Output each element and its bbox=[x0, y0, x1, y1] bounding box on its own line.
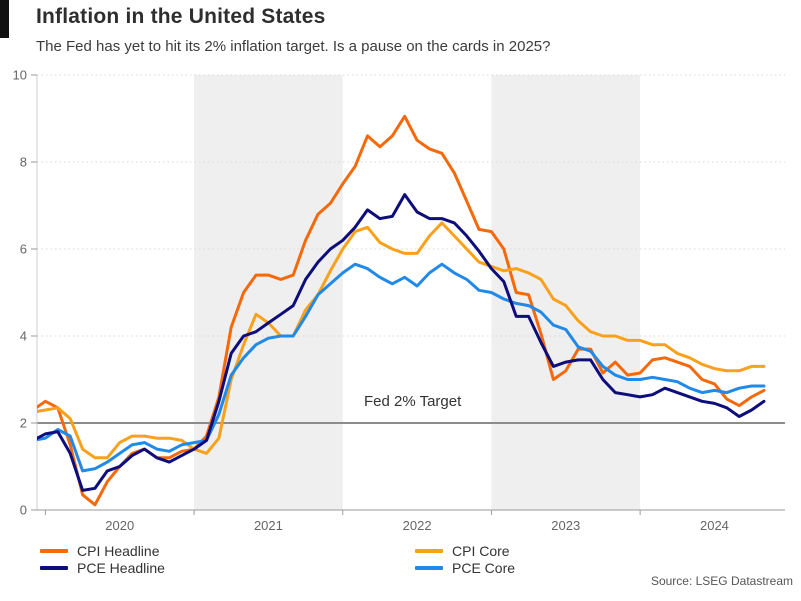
y-tick-label: 10 bbox=[13, 68, 27, 83]
fed-target-annotation: Fed 2% Target bbox=[364, 393, 462, 410]
pce-core-swatch bbox=[415, 565, 443, 570]
series-group bbox=[37, 114, 766, 507]
x-tick-label: 2023 bbox=[551, 518, 580, 533]
legend-item-cpi-core: CPI Core bbox=[415, 542, 510, 559]
pce-headline-line bbox=[37, 193, 766, 492]
x-tick-label: 2022 bbox=[403, 518, 432, 533]
cpi-core-line bbox=[37, 221, 766, 460]
cpi-headline-line bbox=[37, 114, 766, 507]
x-tick-label: 2024 bbox=[700, 518, 729, 533]
x-tick-label: 2021 bbox=[254, 518, 283, 533]
brand-corner-mark bbox=[0, 0, 9, 38]
y-tick-label: 0 bbox=[20, 503, 27, 518]
pce-headline-swatch bbox=[40, 565, 68, 570]
legend-item-cpi-headline: CPI Headline bbox=[40, 542, 160, 559]
legend-item-pce-core: PCE Core bbox=[415, 559, 515, 576]
page-title: Inflation in the United States bbox=[36, 5, 326, 28]
cpi-core-swatch bbox=[415, 548, 443, 553]
y-tick-label: 2 bbox=[20, 416, 27, 431]
pce-core-line bbox=[37, 262, 766, 473]
page-subtitle: The Fed has yet to hit its 2% inflation … bbox=[36, 38, 551, 55]
legend-label: PCE Core bbox=[452, 559, 516, 576]
legend-item-pce-headline: PCE Headline bbox=[40, 559, 165, 576]
year-band-2023 bbox=[491, 75, 641, 510]
y-tick-label: 4 bbox=[20, 329, 27, 344]
y-tick-label: 8 bbox=[20, 155, 27, 170]
legend-label: CPI Core bbox=[452, 542, 510, 559]
legend-label: PCE Headline bbox=[77, 559, 165, 576]
legend-label: CPI Headline bbox=[77, 542, 160, 559]
cpi-headline-swatch bbox=[40, 548, 68, 553]
x-tick-label: 2020 bbox=[105, 518, 134, 533]
y-tick-label: 6 bbox=[20, 242, 27, 257]
source-credit: Source: LSEG Datastream bbox=[650, 574, 793, 588]
